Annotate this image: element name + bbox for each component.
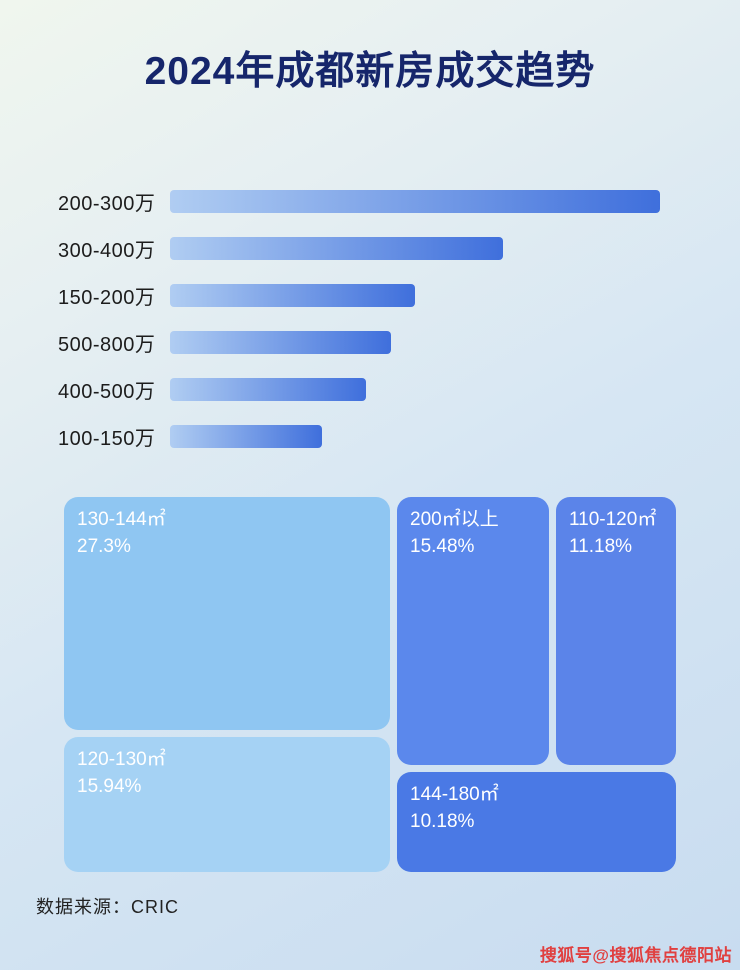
treemap-tile: 130-144㎡ 27.3% (64, 497, 390, 730)
bar-row: 150-200万 (58, 272, 683, 319)
page-title: 2024年成都新房成交趋势 (144, 50, 596, 93)
treemap-tile: 144-180㎡ 10.18% (397, 772, 676, 872)
treemap-tile-label: 130-144㎡ (77, 509, 166, 530)
treemap-tile-label: 120-130㎡ (77, 749, 166, 770)
treemap-tile-value: 10.18% (410, 810, 475, 832)
bar (170, 237, 504, 260)
bar-label: 150-200万 (58, 287, 156, 309)
bar-track (170, 237, 660, 260)
bar (170, 190, 660, 213)
bar-track (170, 190, 660, 213)
bar (170, 331, 391, 354)
bar-track (170, 425, 660, 448)
bar-label: 500-800万 (58, 334, 156, 356)
bar (170, 425, 322, 448)
treemap-tile: 200㎡以上 15.48% (397, 497, 549, 765)
bar-label: 300-400万 (58, 240, 156, 262)
bar-row: 100-150万 (58, 413, 683, 460)
bar-row: 300-400万 (58, 225, 683, 272)
bar (170, 378, 366, 401)
treemap-tile-label: 110-120㎡ (569, 509, 657, 530)
bar-track (170, 378, 660, 401)
bar-row: 200-300万 (58, 178, 683, 225)
treemap-tile-value: 15.94% (77, 775, 142, 797)
bar-track (170, 284, 660, 307)
price-bar-chart: 200-300万 300-400万 150-200万 500-800万 400-… (58, 178, 683, 460)
treemap-tile-value: 27.3% (77, 535, 131, 557)
treemap-tile-value: 11.18% (569, 535, 633, 557)
watermark: 搜狐号@搜狐焦点德阳站 (539, 946, 732, 965)
treemap-tile-label: 144-180㎡ (410, 784, 499, 805)
bar-row: 400-500万 (58, 366, 683, 413)
area-treemap: 130-144㎡ 27.3% 200㎡以上 15.48% 110-120㎡ 11… (64, 497, 676, 872)
bar (170, 284, 415, 307)
data-source-note: 数据来源：CRIC (36, 897, 179, 917)
bar-track (170, 331, 660, 354)
treemap-tile-label: 200㎡以上 (410, 509, 499, 530)
bar-row: 500-800万 (58, 319, 683, 366)
treemap-tile: 110-120㎡ 11.18% (556, 497, 676, 765)
treemap-tile-value: 15.48% (410, 535, 475, 557)
bar-label: 200-300万 (58, 193, 156, 215)
treemap-tile: 120-130㎡ 15.94% (64, 737, 390, 872)
bar-label: 400-500万 (58, 381, 156, 403)
bar-label: 100-150万 (58, 428, 156, 450)
